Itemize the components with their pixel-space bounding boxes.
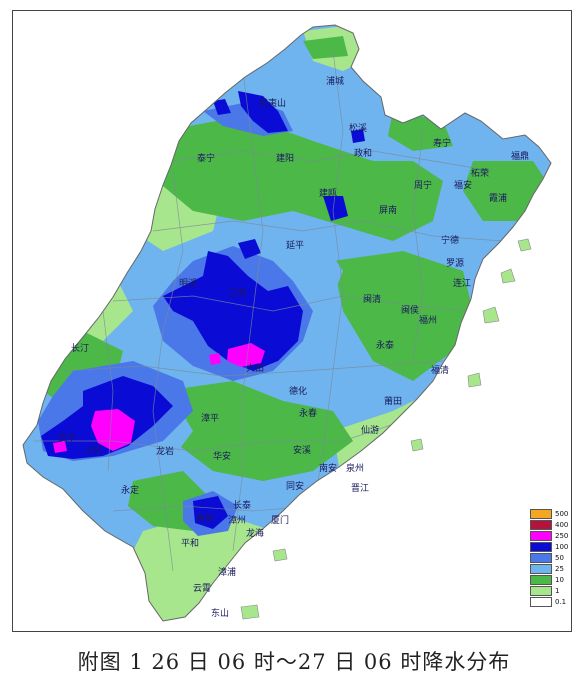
city-label: 明溪 (179, 277, 197, 289)
city-label: 同安 (286, 480, 304, 492)
city-label: 罗源 (446, 258, 464, 269)
city-label: 浦城 (326, 75, 344, 87)
city-label: 福州 (419, 314, 437, 326)
city-label: 永定 (121, 484, 139, 496)
legend-swatch (530, 542, 552, 552)
legend-label: 10 (555, 576, 564, 584)
city-label: 漳平 (201, 412, 219, 424)
legend-label: 100 (555, 543, 569, 551)
city-label: 漳州 (228, 514, 246, 526)
legend-swatch (530, 509, 552, 519)
city-label: 福清 (431, 364, 449, 376)
legend-item: 0.1 (530, 597, 574, 607)
legend-item: 10 (530, 575, 574, 585)
city-label: 大田 (246, 362, 264, 374)
city-label: 政和 (354, 147, 372, 159)
city-label: 闽清 (363, 293, 381, 305)
city-label: 连江 (453, 277, 471, 289)
legend-item: 400 (530, 520, 574, 530)
city-label: 宁德 (441, 234, 459, 246)
city-label: 寿宁 (433, 137, 451, 149)
city-label: 长汀 (71, 342, 89, 354)
city-label: 南靖 (196, 512, 214, 524)
legend-label: 400 (555, 521, 569, 529)
legend-swatch (530, 520, 552, 530)
city-label: 晋江 (351, 483, 369, 494)
legend-item: 100 (530, 542, 574, 552)
city-label: 永泰 (376, 339, 394, 351)
city-label: 建阳 (276, 152, 294, 164)
city-label: 东山 (211, 607, 229, 619)
city-label: 龙岩 (156, 445, 174, 457)
city-label: 长泰 (233, 499, 251, 511)
city-label: 霞浦 (489, 192, 507, 204)
legend-swatch (530, 597, 552, 607)
legend-label: 250 (555, 532, 569, 540)
city-label: 屏南 (379, 204, 397, 216)
legend-swatch (530, 575, 552, 585)
city-label: 上杭 (84, 444, 102, 456)
legend-label: 25 (555, 565, 564, 573)
legend-label: 1 (555, 587, 560, 595)
legend-item: 1 (530, 586, 574, 596)
city-label: 厦门 (271, 514, 289, 526)
city-label: 泉州 (346, 462, 364, 474)
map-caption: 附图 1 26 日 06 时～27 日 06 时降水分布 (77, 650, 511, 674)
city-label: 武夷山 (259, 97, 286, 109)
city-label: 建瓯 (319, 187, 337, 199)
city-label: 松溪 (349, 122, 367, 134)
legend-item: 25 (530, 564, 574, 574)
city-label: 德化 (289, 385, 307, 397)
legend-swatch (530, 531, 552, 541)
city-label: 三明 (228, 288, 246, 299)
legend-swatch (530, 564, 552, 574)
city-label: 柘荣 (471, 167, 489, 179)
city-label: 平和 (181, 538, 199, 549)
city-label: 云霄 (193, 583, 211, 594)
legend: 500 400 250 100 50 25 10 1 0.1 (530, 509, 574, 619)
city-label: 华安 (213, 450, 231, 462)
legend-label: 50 (555, 554, 564, 562)
legend-label: 0.1 (555, 598, 567, 606)
city-label: 泰宁 (197, 152, 215, 164)
city-label: 莆田 (384, 395, 402, 407)
city-label: 周宁 (414, 179, 432, 191)
city-label: 延平 (286, 239, 304, 251)
city-label: 漳浦 (218, 566, 236, 578)
legend-item: 50 (530, 553, 574, 563)
city-label: 安溪 (293, 444, 311, 456)
precipitation-map: 浦城武夷山松溪政和 寿宁福鼎柘荣 建阳周宁 福安霞浦 泰宁建瓯屏南宁德 延平罗源明溪三明 连… (12, 10, 572, 632)
city-label: 福安 (454, 179, 472, 191)
city-label: 龙海 (246, 527, 264, 539)
legend-item: 500 (530, 509, 574, 519)
city-label: 仙游 (361, 424, 379, 436)
legend-item: 250 (530, 531, 574, 541)
legend-swatch (530, 553, 552, 563)
city-label: 福鼎 (511, 150, 529, 162)
city-label: 武平 (58, 432, 76, 444)
coastal-islands (240, 238, 532, 620)
rainfall-layers (23, 25, 551, 621)
city-label: 南安 (319, 462, 337, 474)
city-label: 闽侯 (401, 304, 419, 316)
city-label: 永春 (299, 407, 317, 419)
legend-label: 500 (555, 510, 569, 518)
legend-swatch (530, 586, 552, 596)
